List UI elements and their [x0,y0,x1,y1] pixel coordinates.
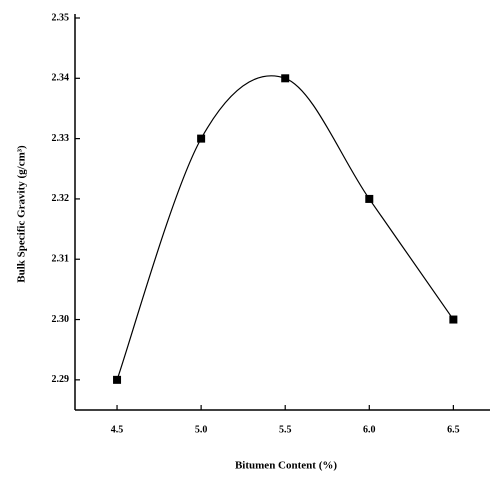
y-tick-label: 2.34 [52,73,70,84]
curve [116,75,454,381]
y-tick-label: 2.31 [52,254,70,265]
y-axis-label: Bulk Specific Gravity (g/cm³) [16,145,28,283]
y-tick-label: 2.35 [52,12,70,23]
point [365,194,374,203]
x-tick-label: 5.0 [195,424,208,435]
point [449,315,458,324]
x-tick-label: 6.0 [363,424,376,435]
point [113,375,122,384]
y-tick-label: 2.29 [52,374,70,385]
x-axis-label: Bitumen Content (%) [235,460,337,472]
point [197,134,206,143]
x-tick-label: 5.5 [279,424,292,435]
y-tick-label: 2.33 [52,133,70,144]
x-tick-label: 6.5 [447,424,460,435]
x-tick-label: 4.5 [111,424,124,435]
point [281,74,290,83]
y-tick-label: 2.30 [52,314,70,325]
y-tick-label: 2.32 [52,193,70,204]
